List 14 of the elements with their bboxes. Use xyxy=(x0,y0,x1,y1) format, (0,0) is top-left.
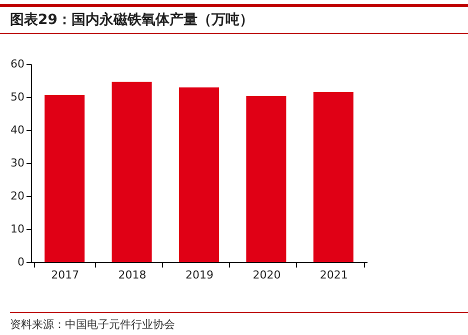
y-tick-label: 40 xyxy=(10,124,24,136)
y-tick-label: 50 xyxy=(10,90,24,104)
x-tick-label: 2021 xyxy=(320,268,348,282)
x-tick-label: 2020 xyxy=(252,268,281,282)
y-tick-label: 20 xyxy=(10,190,24,202)
y-tick-label: 60 xyxy=(10,58,24,70)
x-tick-label: 2017 xyxy=(51,268,80,282)
y-tick-label: 30 xyxy=(10,156,24,170)
x-tick-label: 2019 xyxy=(186,268,214,282)
y-tick-label: 10 xyxy=(10,222,24,236)
chart-title: 图表29：国内永磁铁氧体产量（万吨） xyxy=(0,4,468,34)
x-tick-label: 2018 xyxy=(118,268,146,282)
text: 资料来源：中国电子元件行业协会 xyxy=(10,312,468,332)
y-tick-label: 0 xyxy=(18,256,24,268)
